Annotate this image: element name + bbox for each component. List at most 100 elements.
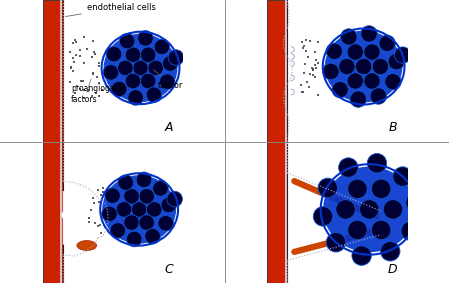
Bar [268, 0, 287, 142]
Circle shape [364, 44, 380, 60]
Point [302, 62, 309, 67]
Point [307, 39, 314, 44]
Circle shape [136, 172, 152, 188]
Point [304, 54, 312, 59]
Circle shape [167, 191, 182, 207]
Ellipse shape [323, 167, 415, 252]
Point [77, 53, 84, 58]
Point [312, 66, 319, 70]
Point [297, 83, 304, 87]
Circle shape [124, 215, 139, 230]
Circle shape [339, 58, 355, 75]
Point [91, 201, 98, 206]
Point [95, 94, 102, 98]
Point [97, 231, 104, 235]
Point [79, 79, 87, 83]
Circle shape [118, 60, 133, 76]
Point [299, 90, 307, 95]
Circle shape [383, 200, 403, 219]
Circle shape [119, 33, 135, 49]
Circle shape [139, 188, 154, 204]
Point [89, 71, 97, 76]
Text: endothelial cells: endothelial cells [66, 3, 156, 16]
Point [89, 196, 97, 200]
Circle shape [318, 178, 338, 198]
Point [98, 88, 105, 93]
Circle shape [146, 201, 162, 217]
Point [299, 46, 306, 50]
Point [69, 55, 76, 60]
Point [97, 192, 105, 197]
Point [67, 65, 75, 69]
Circle shape [106, 46, 122, 62]
Circle shape [125, 47, 141, 63]
Point [300, 71, 307, 76]
Point [104, 213, 111, 218]
Point [80, 61, 87, 66]
Point [85, 216, 92, 220]
Point [93, 90, 100, 95]
Circle shape [326, 43, 343, 59]
Point [96, 63, 103, 68]
Ellipse shape [102, 175, 176, 244]
Point [78, 78, 85, 83]
Point [321, 69, 329, 74]
Point [99, 186, 106, 190]
Point [313, 58, 320, 62]
Circle shape [401, 221, 421, 241]
Text: proangiogenic
factors: proangiogenic factors [71, 85, 126, 104]
Circle shape [132, 201, 147, 217]
Point [303, 38, 310, 42]
Circle shape [141, 73, 156, 89]
Circle shape [158, 215, 173, 231]
Point [309, 65, 316, 70]
Circle shape [148, 60, 163, 76]
Circle shape [161, 197, 176, 213]
Circle shape [370, 88, 387, 104]
Point [306, 72, 313, 77]
Point [95, 60, 102, 65]
Circle shape [124, 188, 139, 204]
Circle shape [371, 179, 391, 199]
Circle shape [348, 220, 367, 240]
Circle shape [348, 179, 367, 199]
Ellipse shape [77, 241, 97, 250]
Point [95, 80, 102, 85]
Circle shape [379, 35, 395, 52]
Point [90, 50, 97, 55]
Circle shape [352, 246, 371, 265]
Point [89, 72, 96, 77]
Point [314, 93, 321, 97]
Text: B: B [389, 121, 398, 134]
Point [72, 40, 79, 45]
Circle shape [406, 193, 425, 212]
Point [76, 48, 84, 52]
Point [80, 96, 87, 100]
Circle shape [118, 175, 133, 190]
Point [67, 50, 74, 55]
Point [88, 208, 95, 212]
Point [97, 222, 104, 227]
Point [300, 44, 308, 48]
Circle shape [350, 91, 366, 107]
Point [302, 49, 309, 53]
Circle shape [388, 53, 405, 70]
Point [86, 220, 93, 224]
Circle shape [385, 74, 401, 90]
Circle shape [356, 58, 372, 75]
Circle shape [393, 167, 412, 186]
Ellipse shape [104, 34, 177, 102]
Circle shape [371, 220, 391, 240]
Circle shape [133, 60, 148, 76]
Circle shape [153, 181, 168, 196]
Point [72, 38, 79, 42]
Circle shape [138, 31, 153, 46]
Point [311, 50, 318, 55]
Circle shape [341, 29, 357, 45]
Circle shape [168, 50, 184, 65]
Circle shape [380, 242, 400, 261]
Point [91, 221, 98, 226]
Bar [268, 142, 287, 283]
Circle shape [415, 183, 435, 203]
Text: C: C [164, 263, 173, 276]
